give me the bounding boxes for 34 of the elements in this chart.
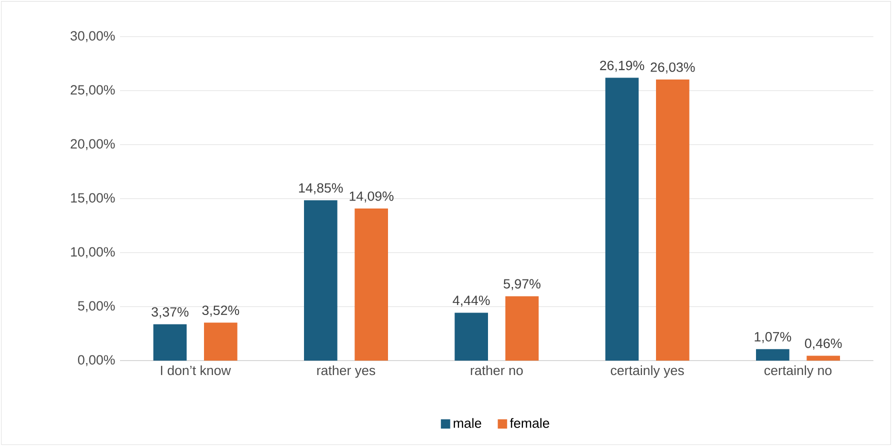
y-tick-label: 25,00%: [70, 85, 115, 96]
data-label: 5,97%: [504, 279, 540, 290]
bar: [756, 349, 790, 361]
y-tick-label: 30,00%: [70, 31, 115, 42]
y-tick-label: 0,00%: [78, 355, 115, 366]
y-tick-label: 20,00%: [70, 139, 115, 150]
bar: [354, 208, 388, 361]
data-label: 0,46%: [804, 338, 842, 350]
bar: [656, 80, 690, 361]
y-tick-label: 15,00%: [71, 193, 115, 204]
legend-label: female: [510, 418, 550, 428]
data-label: 26,19%: [600, 60, 644, 72]
legend-label: male: [454, 418, 482, 428]
x-tick-label: certainly yes: [610, 365, 684, 378]
bar: [204, 322, 238, 361]
data-label: 4,44%: [452, 296, 490, 307]
bar: [153, 324, 187, 361]
data-label: 14,85%: [299, 183, 343, 194]
bar: [304, 200, 338, 361]
x-tick-label: I don’t know: [160, 365, 231, 376]
x-tick-label: rather yes: [317, 365, 376, 378]
data-label: 14,09%: [350, 191, 394, 202]
bar: [806, 356, 840, 361]
data-label: 26,03%: [650, 62, 695, 74]
bar: [505, 296, 539, 361]
x-tick-label: certainly no: [764, 365, 832, 378]
y-tick-label: 5,00%: [78, 301, 115, 312]
data-label: 1,07%: [754, 332, 792, 344]
bar: [605, 78, 639, 361]
x-tick-label: rather no: [470, 365, 523, 376]
bar: [454, 312, 488, 361]
data-label: 3,52%: [202, 306, 240, 317]
data-label: 3,37%: [152, 307, 188, 318]
y-tick-label: 10,00%: [71, 247, 115, 258]
